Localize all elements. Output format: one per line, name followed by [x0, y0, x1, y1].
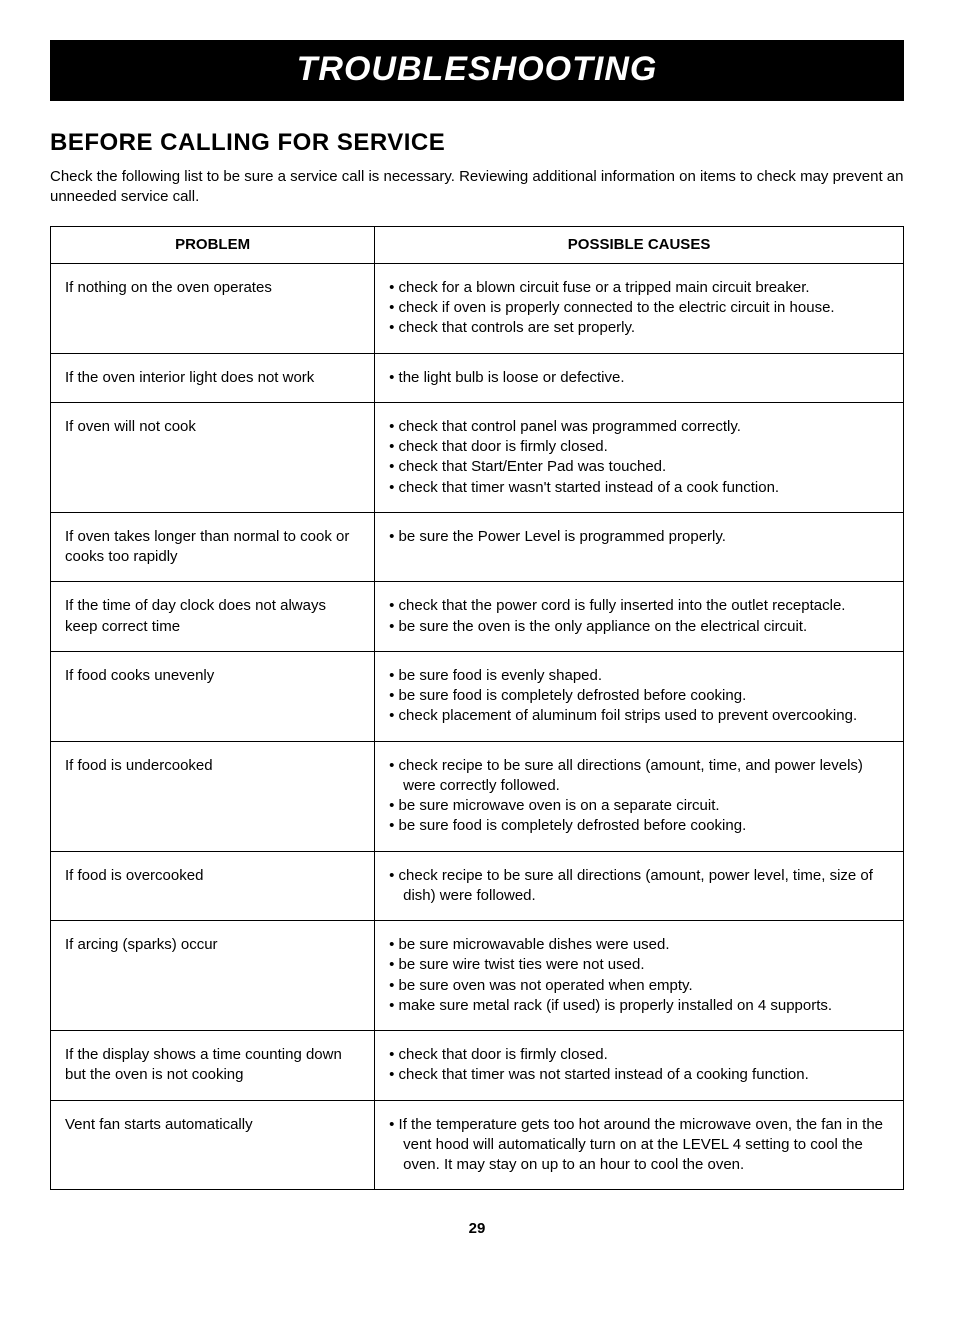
cause-text: • check that timer wasn't started instea… — [389, 478, 891, 498]
cause-text: • check that Start/Enter Pad was touched… — [389, 457, 891, 477]
cause-bullet: • make sure metal rack (if used) is prop… — [389, 996, 891, 1016]
cell-problem: If the oven interior light does not work — [51, 353, 375, 402]
cause-text: • be sure the oven is the only appliance… — [389, 617, 891, 637]
cause-bullet: • be sure food is completely defrosted b… — [389, 816, 891, 836]
table-row: Vent fan starts automatically• If the te… — [51, 1100, 904, 1190]
cause-bullet: • check recipe to be sure all directions… — [389, 866, 891, 907]
title-band: TROUBLESHOOTING — [50, 40, 904, 101]
cell-causes: • be sure the Power Level is programmed … — [375, 512, 904, 582]
cause-text: • be sure food is evenly shaped. — [389, 666, 891, 686]
cause-text: • check that timer was not started inste… — [389, 1065, 891, 1085]
table-row: If food is undercooked • check recipe to … — [51, 741, 904, 851]
page-number: 29 — [50, 1220, 904, 1237]
intro-paragraph: Check the following list to be sure a se… — [50, 167, 904, 208]
cause-bullet: • check placement of aluminum foil strip… — [389, 706, 891, 726]
cell-problem: If food cooks unevenly — [51, 651, 375, 741]
cause-bullet: • check that timer was not started inste… — [389, 1065, 891, 1085]
cause-text: • be sure food is completely defrosted b… — [389, 686, 891, 706]
cell-causes: • check for a blown circuit fuse or a tr… — [375, 263, 904, 353]
cause-bullet: • If the temperature gets too hot around… — [389, 1115, 891, 1176]
cause-text: • check placement of aluminum foil strip… — [389, 706, 891, 726]
cell-problem: If oven takes longer than normal to cook… — [51, 512, 375, 582]
cause-bullet: • be sure food is completely defrosted b… — [389, 686, 891, 706]
cell-causes: • check that the power cord is fully ins… — [375, 582, 904, 652]
cell-problem: If arcing (sparks) occur — [51, 921, 375, 1031]
cause-bullet: • check that door is firmly closed. — [389, 437, 891, 457]
table-row: If oven takes longer than normal to cook… — [51, 512, 904, 582]
table-row: If the time of day clock does not always… — [51, 582, 904, 652]
cause-bullet: • be sure the Power Level is programmed … — [389, 527, 891, 547]
cause-bullet: • be sure the oven is the only appliance… — [389, 617, 891, 637]
cause-text: • check if oven is properly connected to… — [389, 298, 891, 318]
cause-bullet: • be sure wire twist ties were not used. — [389, 955, 891, 975]
cause-text: • the light bulb is loose or defective. — [389, 368, 891, 388]
cell-problem: If the display shows a time counting dow… — [51, 1031, 375, 1101]
cause-bullet: • check that control panel was programme… — [389, 417, 891, 437]
table-row: If nothing on the oven operates • check f… — [51, 263, 904, 353]
cause-text: • be sure food is completely defrosted b… — [389, 816, 891, 836]
cell-causes: • check that control panel was programme… — [375, 402, 904, 512]
cell-problem: If nothing on the oven operates — [51, 263, 375, 353]
cause-bullet: • check that the power cord is fully ins… — [389, 596, 891, 616]
cell-causes: • If the temperature gets too hot around… — [375, 1100, 904, 1190]
cause-bullet: • check that Start/Enter Pad was touched… — [389, 457, 891, 477]
cell-problem: Vent fan starts automatically — [51, 1100, 375, 1190]
cause-text: • be sure microwavable dishes were used. — [389, 935, 891, 955]
column-header-problem: PROBLEM — [51, 226, 375, 263]
cause-text: • be sure oven was not operated when emp… — [389, 976, 891, 996]
cause-bullet: • check that timer wasn't started instea… — [389, 478, 891, 498]
cell-causes: • be sure microwavable dishes were used.… — [375, 921, 904, 1031]
cell-causes: • the light bulb is loose or defective. — [375, 353, 904, 402]
cause-text: • check for a blown circuit fuse or a tr… — [389, 278, 891, 298]
cell-problem: If food is undercooked — [51, 741, 375, 851]
table-body: If nothing on the oven operates • check f… — [51, 263, 904, 1190]
cell-causes: • check recipe to be sure all directions… — [375, 741, 904, 851]
cause-text: • check recipe to be sure all directions… — [389, 756, 891, 797]
cause-bullet: • be sure microwave oven is on a separat… — [389, 796, 891, 816]
cause-text: • be sure wire twist ties were not used. — [389, 955, 891, 975]
cause-bullet: • be sure oven was not operated when emp… — [389, 976, 891, 996]
cause-bullet: • be sure food is evenly shaped. — [389, 666, 891, 686]
table-row: If the oven interior light does not work… — [51, 353, 904, 402]
table-header-row: PROBLEM POSSIBLE CAUSES — [51, 226, 904, 263]
cause-bullet: • check that door is firmly closed. — [389, 1045, 891, 1065]
cell-causes: • check that door is firmly closed.• che… — [375, 1031, 904, 1101]
cause-bullet: • check if oven is properly connected to… — [389, 298, 891, 318]
section-heading: BEFORE CALLING FOR SERVICE — [50, 129, 904, 157]
cause-text: • check recipe to be sure all directions… — [389, 866, 891, 907]
column-header-causes: POSSIBLE CAUSES — [375, 226, 904, 263]
cause-bullet: • check recipe to be sure all directions… — [389, 756, 891, 797]
cause-text: • check that door is firmly closed. — [389, 437, 891, 457]
cause-text: • check that the power cord is fully ins… — [389, 596, 891, 616]
cause-bullet: • check for a blown circuit fuse or a tr… — [389, 278, 891, 298]
cause-text: • make sure metal rack (if used) is prop… — [389, 996, 891, 1016]
cause-text: • check that door is firmly closed. — [389, 1045, 891, 1065]
cause-text: • check that controls are set properly. — [389, 318, 891, 338]
table-row: If oven will not cook • check that contro… — [51, 402, 904, 512]
cell-causes: • check recipe to be sure all directions… — [375, 851, 904, 921]
cause-bullet: • check that controls are set properly. — [389, 318, 891, 338]
table-row: If the display shows a time counting dow… — [51, 1031, 904, 1101]
cause-text: • be sure microwave oven is on a separat… — [389, 796, 891, 816]
table-row: If food cooks unevenly• be sure food is … — [51, 651, 904, 741]
cell-problem: If food is overcooked — [51, 851, 375, 921]
page-title: TROUBLESHOOTING — [50, 50, 904, 89]
table-row: If arcing (sparks) occur• be sure microw… — [51, 921, 904, 1031]
troubleshooting-table: PROBLEM POSSIBLE CAUSES If nothing on th… — [50, 226, 904, 1191]
cause-text: • be sure the Power Level is programmed … — [389, 527, 891, 547]
cause-bullet: • the light bulb is loose or defective. — [389, 368, 891, 388]
cause-bullet: • be sure microwavable dishes were used. — [389, 935, 891, 955]
cause-text: • If the temperature gets too hot around… — [389, 1115, 891, 1176]
table-row: If food is overcooked • check recipe to b… — [51, 851, 904, 921]
cell-problem: If oven will not cook — [51, 402, 375, 512]
cell-causes: • be sure food is evenly shaped.• be sur… — [375, 651, 904, 741]
cause-text: • check that control panel was programme… — [389, 417, 891, 437]
cell-problem: If the time of day clock does not always… — [51, 582, 375, 652]
